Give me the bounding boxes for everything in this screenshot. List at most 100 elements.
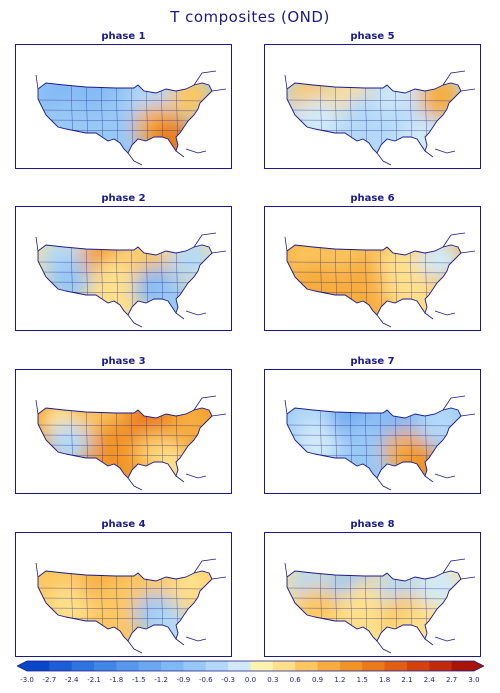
region-florida xyxy=(399,119,443,153)
colorbar-bin xyxy=(406,661,430,671)
region-central xyxy=(94,255,138,299)
panel-title: phase 6 xyxy=(350,193,395,204)
region-florida xyxy=(399,607,443,641)
coastline xyxy=(35,70,227,166)
colorbar-tick-label: 0.3 xyxy=(267,676,279,684)
colorbar-tick-label: 0.0 xyxy=(244,676,257,684)
map-svg xyxy=(284,558,476,654)
coastline xyxy=(284,70,476,166)
us-outline xyxy=(286,407,462,479)
colorbar-bin xyxy=(138,661,162,671)
coastline xyxy=(35,395,227,491)
map-panel xyxy=(15,532,232,657)
map-svg xyxy=(35,70,227,166)
colorbar-bin xyxy=(295,661,319,671)
us-outline xyxy=(37,82,213,154)
colorbar-tick-label: 0.6 xyxy=(289,676,301,684)
us-outline xyxy=(286,244,462,316)
us-outline xyxy=(37,407,213,479)
map-panel xyxy=(264,369,481,494)
region-florida xyxy=(150,281,194,315)
panel-title: phase 2 xyxy=(101,193,146,204)
map-svg xyxy=(284,70,476,166)
colorbar-tick-label: -2.7 xyxy=(42,676,57,684)
map-panel xyxy=(15,369,232,494)
colorbar xyxy=(17,660,484,672)
us-outline xyxy=(286,82,462,154)
chart-title: T composites (OND) xyxy=(170,8,330,26)
map-svg xyxy=(35,558,227,654)
colorbar-bin xyxy=(94,661,117,671)
region-central xyxy=(94,418,138,462)
coastline xyxy=(284,558,476,654)
panel-title: phase 7 xyxy=(350,356,395,367)
colorbar-arrow-left xyxy=(17,661,27,671)
colorbar-tick-label: 2.4 xyxy=(423,676,435,684)
map-svg xyxy=(284,232,476,328)
map-panel xyxy=(15,206,232,331)
colorbar-tick-label: -1.5 xyxy=(131,676,146,684)
colorbar-tick-label: -1.8 xyxy=(109,676,124,684)
region-florida xyxy=(150,607,194,641)
colorbar-bin xyxy=(429,661,453,671)
colorbar-bin xyxy=(228,661,251,671)
colorbar-arrow-right xyxy=(474,661,484,671)
panel-title: phase 4 xyxy=(101,519,146,530)
map-svg xyxy=(35,232,227,328)
map-panel xyxy=(264,206,481,331)
colorbar-tick-label: 2.7 xyxy=(446,676,458,684)
colorbar-tick-label: 3.0 xyxy=(468,676,480,684)
map-svg xyxy=(284,395,476,491)
panel-title: phase 5 xyxy=(350,31,395,42)
colorbar-bin xyxy=(161,661,184,671)
colorbar-tick-label: -1.2 xyxy=(154,676,168,684)
region-florida xyxy=(150,444,194,478)
colorbar-bin xyxy=(183,661,207,671)
region-central xyxy=(343,581,387,625)
panel-title: phase 3 xyxy=(101,356,146,367)
colorbar-tick-label: 2.1 xyxy=(401,676,413,684)
us-outline xyxy=(37,570,213,642)
colorbar-bin xyxy=(27,661,50,671)
us-outline xyxy=(37,244,213,316)
coastline xyxy=(284,232,476,328)
coastline xyxy=(284,395,476,491)
colorbar-bin xyxy=(339,661,363,671)
map-panel xyxy=(264,44,481,169)
colorbar-bin xyxy=(272,661,296,671)
colorbar-bin xyxy=(250,661,274,671)
region-florida xyxy=(399,281,443,315)
colorbar-bin xyxy=(71,661,95,671)
colorbar-tick-label: 1.5 xyxy=(356,676,368,684)
colorbar-tick-label: -0.6 xyxy=(198,676,213,684)
colorbar-bin xyxy=(317,661,341,671)
map-panel xyxy=(264,532,481,657)
map-svg xyxy=(35,395,227,491)
colorbar-bin xyxy=(451,661,475,671)
region-central xyxy=(343,255,387,299)
colorbar-bin xyxy=(116,661,140,671)
coastline xyxy=(35,558,227,654)
region-central xyxy=(343,93,387,137)
colorbar-tick-label: 1.2 xyxy=(334,676,346,684)
colorbar-tick-label: -2.4 xyxy=(64,676,79,684)
colorbar-bin xyxy=(49,661,73,671)
colorbar-bin xyxy=(384,661,408,671)
colorbar-tick-label: -0.3 xyxy=(221,676,235,684)
colorbar-bin xyxy=(205,661,229,671)
colorbar-bin xyxy=(362,661,386,671)
region-central xyxy=(94,581,138,625)
region-central xyxy=(94,93,138,137)
colorbar-tick-label: -0.9 xyxy=(176,676,191,684)
colorbar-frame xyxy=(17,660,484,672)
region-florida xyxy=(150,119,194,153)
map-panel xyxy=(15,44,232,169)
region-florida xyxy=(399,444,443,478)
us-outline xyxy=(286,570,462,642)
colorbar-tick-label: 0.9 xyxy=(311,676,324,684)
colorbar-tick-label: 1.8 xyxy=(379,676,391,684)
panel-title: phase 1 xyxy=(101,31,146,42)
colorbar-tick-label: -2.1 xyxy=(87,676,101,684)
panel-title: phase 8 xyxy=(350,519,395,530)
region-central xyxy=(343,418,387,462)
